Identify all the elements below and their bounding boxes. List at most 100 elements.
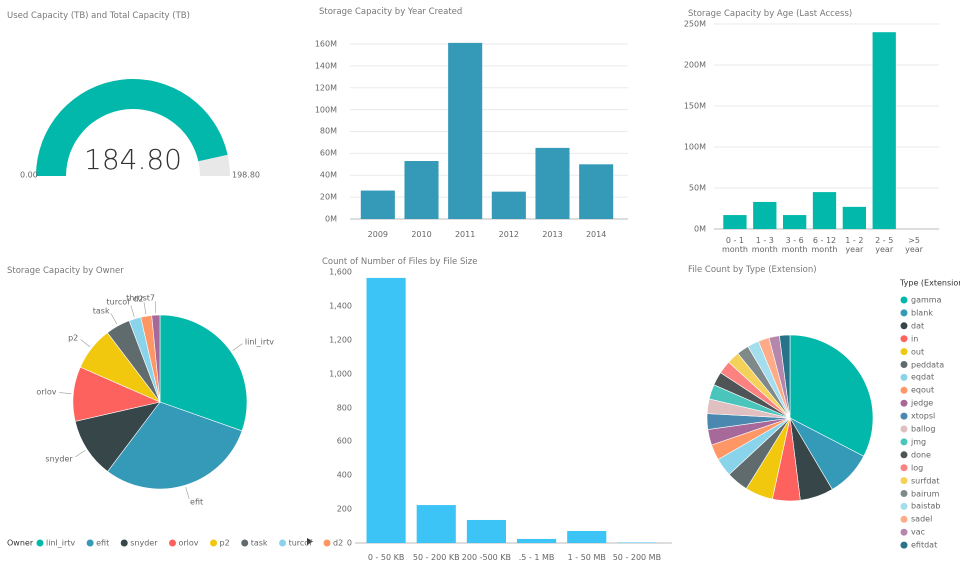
legend-marker [900,464,908,472]
pie-slice [159,314,248,432]
chart-title: Used Capacity (TB) and Total Capacity (T… [7,11,190,22]
legend-label: surfdat [911,476,940,485]
legend-marker [900,361,908,368]
x-tick-label: 0 - 50 KB [367,553,405,561]
bar [366,277,406,543]
chart-title: Storage Capacity by Year Created [319,7,463,18]
bar [617,542,657,543]
gauge-value-label: 184.80 [84,142,182,176]
leader-line [143,302,147,315]
chart-title: Storage Capacity by Owner [7,266,124,277]
legend-label: out [911,347,925,356]
legend-marker [900,515,908,523]
pie-label: thrust7 [126,293,156,303]
legend-label: baistab [911,501,941,511]
legend-marker [900,386,908,394]
legend-label: blank [911,308,933,318]
legend-marker [900,309,908,317]
legend-label: ballog [911,424,936,434]
y-tick-label: 120M [314,83,337,93]
y-tick-label: 200M [683,60,706,70]
legend-scroll-arrow[interactable] [307,538,313,545]
legend-marker [900,528,908,536]
leader-line [80,339,91,348]
legend-marker [900,541,908,549]
legend-label: xtopsl [911,411,936,421]
legend-label: efitdat [911,540,938,550]
legend-label: orlov [178,538,199,548]
pie-label: efit [190,496,204,506]
y-tick-label: 1,200 [329,335,352,345]
legend-marker [900,373,908,381]
legend-label: task [250,538,268,548]
y-tick-label: 1,400 [329,301,352,311]
y-tick-label: 60M [319,148,337,158]
x-tick-label: 2012 [498,230,519,239]
gauge-value [36,79,228,176]
bar [360,190,395,219]
x-tick-label: 6 - 12 month [811,236,838,255]
legend-label: eqout [911,385,935,395]
chart-title: Count of Number of Files by File Size [322,257,478,268]
y-tick-label: 140M [314,61,337,71]
legend-label: linl_irtv [46,538,76,548]
legend-label: bairum [911,488,940,498]
bar [753,201,777,229]
y-tick-label: 1,000 [329,369,352,379]
y-tick-label: 0 [346,538,352,548]
bar [466,519,506,543]
y-tick-label: 400 [336,470,352,480]
leader-line [154,301,157,314]
y-tick-label: 40M [319,170,337,180]
x-tick-label: 1 - 3 month [751,236,778,255]
pie-label: p2 [68,333,79,343]
legend-label: vac [911,527,926,537]
legend-label: eqdat [911,372,935,382]
pie-slice [151,314,161,403]
legend-marker [900,335,908,343]
legend-label: jedge [911,398,934,408]
bar [567,530,607,543]
y-tick-label: 160M [314,39,337,49]
x-tick-label: 0 - 1 month [721,236,748,255]
pie-label: task [92,306,110,316]
y-tick-label: 80M [319,126,337,136]
bar [448,42,483,219]
x-tick-label: 2010 [411,230,432,239]
pie-label: snyder [45,453,73,463]
bar [404,161,439,219]
y-tick-label: 0M [694,224,706,234]
pie-slice [789,334,874,457]
x-tick-label: 1 - 50 MB [567,553,606,561]
legend-marker [900,348,908,356]
legend-marker [210,539,218,547]
legend-label: jmg [911,437,927,447]
legend-marker [900,296,908,304]
legend-label: p2 [219,538,230,548]
chart-title: Storage Capacity by Age (Last Access) [688,9,853,20]
legend-label: in [911,334,919,344]
pie-label: turcof [106,297,130,307]
legend-marker [241,539,249,547]
legend-marker [900,477,908,485]
y-tick-label: 100M [314,105,337,114]
bar [723,215,747,229]
y-tick-label: 50M [688,183,706,193]
legend-marker [169,539,176,547]
pie-label: linl_irtv [244,337,274,347]
x-tick-label: 50 - 200 KB [412,553,460,561]
y-tick-label: 600 [336,436,352,446]
legend-label: dat [911,321,925,331]
x-tick-label: 200 -500 KB [461,553,512,561]
x-tick-label: .5 - 1 MB [518,553,555,561]
bar [416,505,456,543]
bar [812,192,837,229]
legend-label: peddata [911,359,945,369]
legend-marker [900,412,908,420]
legend-title: Owner [7,538,34,548]
gauge-min-label: 0.00 [20,170,38,180]
x-tick-label: 2013 [542,230,563,239]
leader-line [232,343,243,351]
chart-title: File Count by Type (Extension) [688,265,817,276]
